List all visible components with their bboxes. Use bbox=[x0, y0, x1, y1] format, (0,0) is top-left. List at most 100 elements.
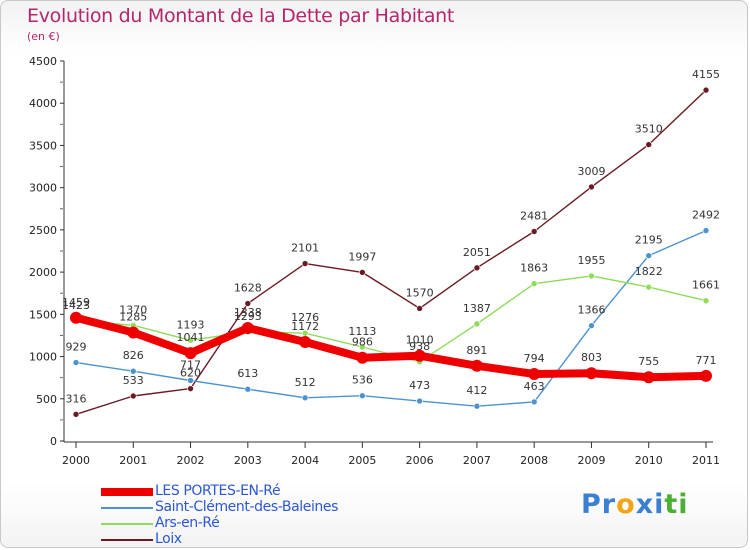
data-label-saint-clement-des-baleines: 463 bbox=[524, 380, 545, 393]
data-label-saint-clement-des-baleines: 929 bbox=[66, 341, 87, 354]
legend-label: Saint-Clément-des-Baleines bbox=[155, 499, 339, 515]
data-label-les-portes-en-re: 1285 bbox=[119, 310, 147, 323]
data-label-les-portes-en-re: 794 bbox=[524, 352, 545, 365]
data-point-loix bbox=[645, 141, 653, 148]
x-tick-label: 2003 bbox=[234, 454, 262, 467]
data-label-loix: 316 bbox=[66, 392, 87, 405]
data-label-ars-en-re: 1955 bbox=[577, 254, 605, 267]
data-point-saint-clement-des-baleines bbox=[416, 397, 423, 405]
data-label-ars-en-re: 1661 bbox=[692, 279, 720, 292]
data-label-les-portes-en-re: 1338 bbox=[234, 306, 262, 319]
data-label-ars-en-re: 1863 bbox=[520, 262, 548, 275]
y-tick-label: 1500 bbox=[29, 308, 57, 321]
data-label-loix: 2481 bbox=[520, 209, 548, 222]
data-label-saint-clement-des-baleines: 717 bbox=[180, 358, 201, 371]
data-point-loix bbox=[72, 411, 80, 418]
data-point-les-portes-en-re bbox=[127, 326, 140, 339]
data-label-ars-en-re: 1113 bbox=[348, 325, 376, 338]
data-label-ars-en-re: 1193 bbox=[177, 318, 205, 331]
data-point-ars-en-re bbox=[187, 336, 194, 344]
data-label-loix: 533 bbox=[123, 374, 144, 387]
data-label-ars-en-re: 1822 bbox=[635, 265, 663, 278]
data-label-les-portes-en-re: 986 bbox=[352, 336, 373, 349]
data-point-les-portes-en-re bbox=[470, 359, 483, 372]
data-point-saint-clement-des-baleines bbox=[72, 359, 80, 366]
data-point-loix bbox=[530, 228, 538, 235]
data-point-loix bbox=[416, 305, 423, 312]
series-line-saint-clement-des-baleines bbox=[75, 229, 707, 407]
data-point-loix bbox=[244, 300, 252, 307]
data-label-les-portes-en-re: 771 bbox=[696, 354, 717, 367]
data-label-les-portes-en-re: 1010 bbox=[406, 334, 434, 347]
data-label-saint-clement-des-baleines: 473 bbox=[409, 379, 430, 392]
legend-label: LES PORTES-EN-Ré bbox=[155, 483, 281, 499]
data-point-les-portes-en-re bbox=[528, 367, 541, 380]
data-point-loix bbox=[301, 260, 309, 267]
data-point-saint-clement-des-baleines bbox=[359, 392, 366, 400]
data-label-loix: 620 bbox=[180, 367, 201, 380]
data-label-saint-clement-des-baleines: 536 bbox=[352, 374, 373, 387]
data-point-les-portes-en-re bbox=[70, 311, 82, 324]
data-label-ars-en-re: 1276 bbox=[291, 311, 319, 324]
data-label-les-portes-en-re: 1459 bbox=[62, 296, 90, 309]
legend-swatch bbox=[101, 507, 153, 509]
chart-title: Evolution du Montant de la Dette par Hab… bbox=[27, 5, 455, 27]
data-label-saint-clement-des-baleines: 1366 bbox=[577, 304, 605, 317]
data-label-les-portes-en-re: 1041 bbox=[177, 331, 205, 344]
x-tick-label: 2002 bbox=[177, 454, 205, 467]
data-label-ars-en-re: 1423 bbox=[62, 299, 90, 312]
data-point-les-portes-en-re bbox=[356, 351, 369, 364]
data-label-loix: 2101 bbox=[291, 242, 319, 255]
data-point-saint-clement-des-baleines bbox=[187, 377, 194, 384]
data-label-loix: 2051 bbox=[463, 246, 491, 259]
legend-swatch bbox=[101, 488, 153, 496]
data-point-les-portes-en-re bbox=[413, 349, 426, 362]
logo-letter: o bbox=[616, 489, 636, 520]
series-line-les-portes-en-re bbox=[72, 313, 710, 382]
y-tick-label: 4000 bbox=[29, 97, 57, 110]
x-tick-label: 2000 bbox=[62, 454, 90, 467]
data-point-ars-en-re bbox=[645, 283, 653, 291]
y-tick-label: 3500 bbox=[29, 139, 57, 152]
data-point-ars-en-re bbox=[530, 280, 538, 287]
data-label-saint-clement-des-baleines: 2492 bbox=[692, 209, 720, 222]
data-label-saint-clement-des-baleines: 412 bbox=[466, 384, 487, 397]
x-tick-label: 2008 bbox=[520, 454, 548, 467]
y-tick-label: 2500 bbox=[29, 224, 57, 237]
logo-letter: t bbox=[664, 489, 679, 520]
data-label-ars-en-re: 1293 bbox=[234, 310, 262, 323]
y-tick-label: 1000 bbox=[29, 351, 57, 364]
data-label-saint-clement-des-baleines: 613 bbox=[237, 367, 258, 380]
data-point-ars-en-re bbox=[588, 272, 595, 280]
data-point-saint-clement-des-baleines bbox=[129, 367, 137, 375]
x-tick-label: 2011 bbox=[692, 454, 720, 467]
x-tick-label: 2007 bbox=[463, 454, 491, 467]
data-label-saint-clement-des-baleines: 2195 bbox=[635, 234, 663, 247]
data-label-ars-en-re: 938 bbox=[409, 340, 430, 353]
data-point-ars-en-re bbox=[473, 320, 481, 328]
data-point-loix bbox=[588, 183, 595, 191]
legend-swatch bbox=[101, 539, 153, 541]
data-point-saint-clement-des-baleines bbox=[645, 252, 653, 259]
y-tick-label: 0 bbox=[50, 435, 57, 448]
data-label-loix: 1628 bbox=[234, 282, 262, 295]
line-chart: 0 500 1000 1500 2000 2500 3000 3500 4000 4500 2000… bbox=[29, 55, 720, 467]
data-label-loix: 4155 bbox=[692, 68, 720, 81]
y-tick-label: 3000 bbox=[29, 182, 57, 195]
x-tick-label: 2005 bbox=[348, 454, 376, 467]
data-point-loix bbox=[359, 269, 366, 276]
data-label-ars-en-re: 1370 bbox=[119, 303, 147, 316]
chart-unit-label: (en €) bbox=[27, 30, 60, 43]
data-point-les-portes-en-re bbox=[700, 369, 712, 382]
data-point-saint-clement-des-baleines bbox=[301, 394, 309, 402]
data-point-les-portes-en-re bbox=[184, 347, 197, 360]
x-tick-label: 2004 bbox=[291, 454, 319, 467]
logo-letter: r bbox=[601, 489, 617, 520]
data-label-les-portes-en-re: 891 bbox=[466, 344, 487, 357]
legend-label: Ars-en-Ré bbox=[155, 515, 220, 531]
data-label-loix: 3009 bbox=[577, 165, 605, 178]
logo-letter: P bbox=[581, 489, 602, 520]
data-point-les-portes-en-re bbox=[642, 371, 655, 384]
data-point-saint-clement-des-baleines bbox=[473, 402, 481, 410]
x-tick-label: 2009 bbox=[577, 454, 605, 467]
